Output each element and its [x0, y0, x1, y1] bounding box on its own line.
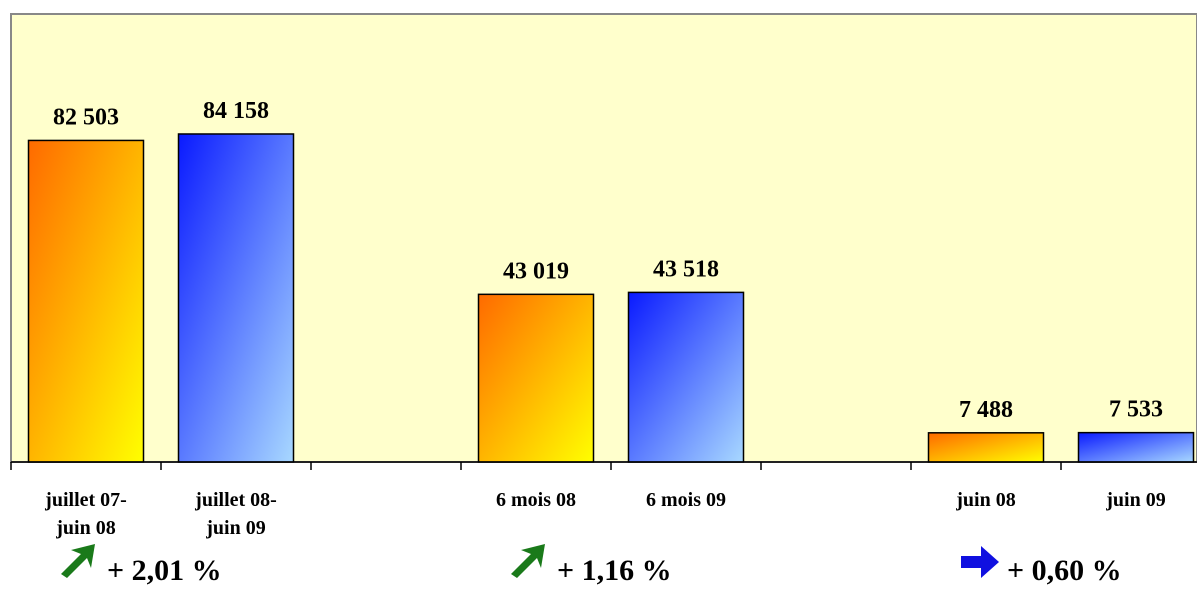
x-tick-label: juin 08: [955, 489, 1015, 511]
arrow-up-right-icon: [61, 544, 95, 578]
changes-layer: + 2,01 % + 1,16 % + 0,60 %: [61, 544, 1122, 587]
change-percent-label: + 2,01 %: [107, 554, 222, 587]
change-percent-label: + 0,60 %: [1007, 554, 1122, 587]
bar: [177, 133, 295, 463]
arrow-up-right-icon: [511, 544, 545, 578]
labels-layer: 82 503 juillet 07- juin 08 84 158 juillet 08…: [44, 98, 1166, 539]
change-percent-label: + 1,16 %: [557, 554, 672, 587]
bar-value-label: 84 158: [203, 98, 269, 124]
bar-value-label: 82 503: [53, 104, 119, 130]
bar-value-label: 43 518: [653, 256, 719, 282]
bar-value-label: 7 533: [1109, 397, 1163, 423]
x-tick-label: juillet 07-: [44, 489, 127, 511]
x-ticks: [10, 462, 1062, 470]
arrow-right-icon: [961, 546, 999, 578]
bar: [927, 432, 1045, 463]
bar: [27, 139, 145, 463]
x-tick-label: juillet 08-: [194, 489, 277, 511]
x-tick-label: juin 09: [1105, 489, 1165, 511]
x-tick-label: 6 mois 08: [496, 489, 576, 511]
bar-value-label: 7 488: [959, 397, 1013, 423]
bar-value-label: 43 019: [503, 258, 569, 284]
bar: [477, 293, 595, 463]
x-tick-label: 6 mois 09: [646, 489, 726, 511]
x-tick-label: juin 09: [205, 517, 265, 539]
bar: [627, 291, 745, 463]
bar: [1077, 431, 1195, 463]
x-tick-label: juin 08: [55, 517, 115, 539]
